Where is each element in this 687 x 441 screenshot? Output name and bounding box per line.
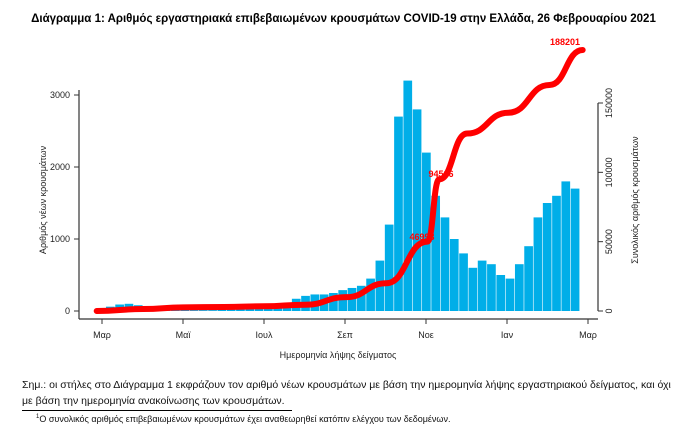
y-tick-label: 0 (65, 306, 70, 316)
x-tick-label: Μαϊ (176, 330, 192, 340)
footnote-mark: 1 (36, 414, 40, 420)
bar (245, 308, 255, 311)
covid-chart: 0 1000 2000 3000 0 50000 100000 150000 Μαρ Μαϊ Ιου… (38, 37, 640, 360)
bar (459, 253, 468, 311)
cumulative-annotation: 94516 (428, 169, 453, 179)
bar (366, 278, 375, 311)
bar (226, 309, 236, 311)
bar (570, 188, 580, 311)
bar (394, 116, 403, 311)
cumulative-annotation: 46993 (409, 232, 434, 242)
bar (217, 309, 227, 311)
y-tick-label: 3000 (50, 90, 70, 100)
bar (198, 310, 208, 311)
y2-axis-title: Συνολικός αριθμός κρουσμάτων (630, 136, 640, 264)
x-tick-label: Ιαν (501, 330, 514, 340)
footnote-text: Ο συνολικός αριθμός επιβεβαιωμένων κρουσ… (39, 414, 451, 424)
bar (477, 260, 487, 311)
bar (524, 246, 533, 311)
bar (189, 310, 199, 311)
bar (514, 264, 524, 311)
bar (440, 217, 450, 311)
bar (552, 195, 561, 311)
bar (264, 307, 273, 311)
chart-title: Διάγραμμα 1: Αριθμός εργαστηριακά επιβεβ… (31, 13, 656, 25)
y2-tick-label: 0 (604, 308, 614, 313)
bar (329, 293, 338, 311)
footnote: 1Ο συνολικός αριθμός επιβεβαιωμένων κρου… (36, 414, 450, 424)
bar (505, 278, 515, 311)
y2-tick-label: 150000 (604, 88, 614, 118)
bar (338, 290, 348, 311)
bar (533, 217, 543, 311)
cumulative-annotation: 188201 (550, 37, 580, 47)
footnote-divider (22, 410, 292, 411)
bar (496, 275, 506, 311)
bar (422, 152, 431, 311)
bar (236, 308, 245, 311)
y2-tick-label: 100000 (604, 157, 614, 187)
bar (254, 308, 264, 311)
bar (468, 267, 478, 311)
x-tick-label: Ιουλ (256, 330, 273, 340)
bar (208, 310, 217, 311)
bar (561, 181, 571, 311)
bar (384, 224, 394, 311)
bar (431, 195, 441, 311)
bar (542, 203, 552, 311)
x-axis-title: Ημερομηνία λήψης δείγματος (280, 350, 397, 360)
bar (180, 309, 190, 311)
x-tick-label: Νοε (418, 330, 434, 340)
bar (356, 285, 366, 311)
cumulative-line (93, 47, 586, 314)
x-tick-label: Μαρ (93, 330, 111, 340)
y-tick-label: 1000 (50, 234, 70, 244)
bar (412, 109, 422, 312)
y2-tick-label: 50000 (604, 229, 614, 254)
bar (403, 80, 413, 311)
x-tick-label: Μαρ (579, 330, 597, 340)
y-axis-title: Αριθμός νέων κρουσμάτων (38, 145, 48, 254)
chart-note: Σημ.: οι στήλες στο Διάγραμμα 1 εκφράζου… (22, 379, 671, 407)
bar (487, 264, 496, 311)
y-tick-label: 2000 (50, 162, 70, 172)
x-tick-label: Σεπ (337, 330, 353, 340)
bar (449, 239, 459, 311)
